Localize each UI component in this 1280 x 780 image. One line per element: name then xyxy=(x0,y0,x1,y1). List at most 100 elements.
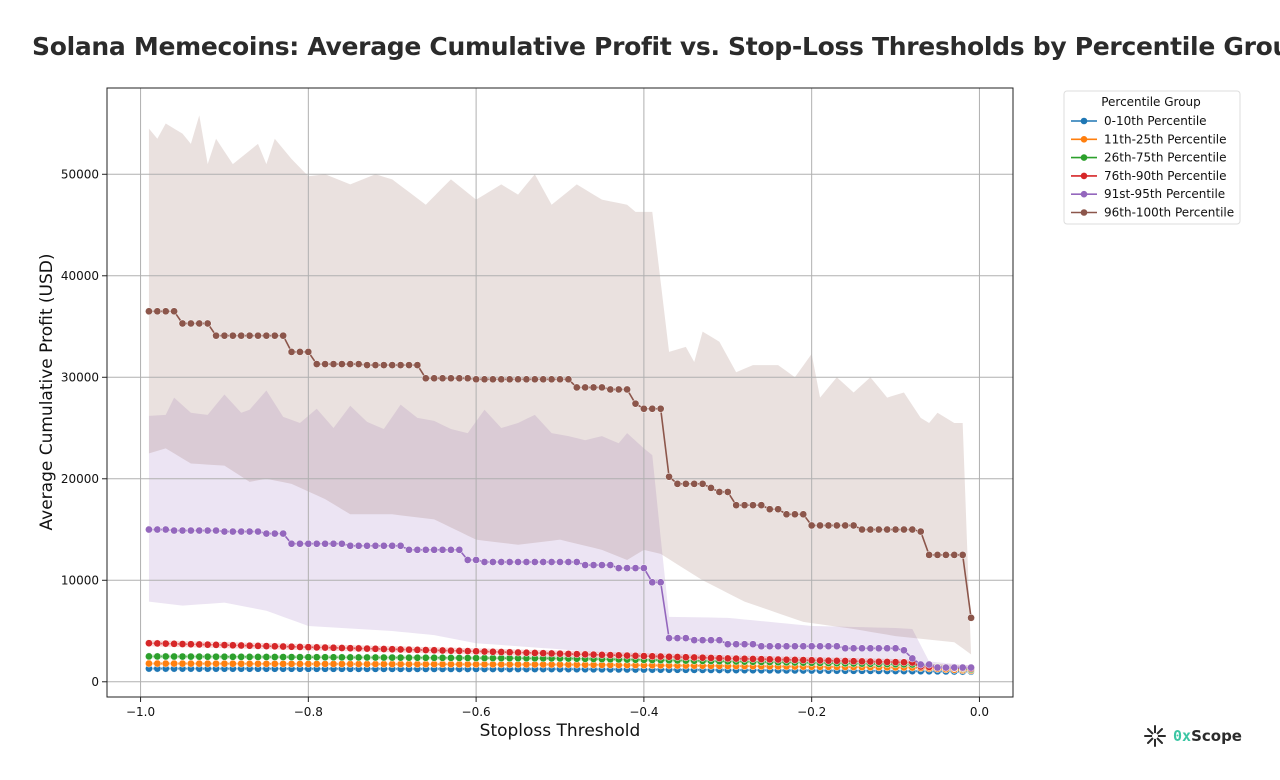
data-point xyxy=(614,385,623,394)
legend-marker-5 xyxy=(1080,209,1088,216)
data-point xyxy=(405,361,413,369)
data-point xyxy=(698,653,707,662)
legend-label-0: 0-10th Percentile xyxy=(1104,114,1207,128)
data-point xyxy=(715,636,724,645)
data-point xyxy=(891,525,900,534)
data-point xyxy=(371,361,380,369)
data-point xyxy=(430,545,439,554)
data-point xyxy=(296,653,304,661)
data-point xyxy=(178,659,187,668)
data-point xyxy=(455,545,464,554)
data-point xyxy=(321,653,329,662)
legend-marker-4 xyxy=(1080,190,1088,198)
data-point xyxy=(505,375,514,384)
data-point xyxy=(220,652,229,661)
data-point xyxy=(816,656,824,665)
data-point xyxy=(237,331,246,340)
data-point xyxy=(405,660,413,668)
data-point xyxy=(228,641,237,650)
data-point xyxy=(799,642,808,651)
data-point xyxy=(405,545,413,554)
data-point xyxy=(497,648,506,656)
data-point xyxy=(740,640,749,649)
data-point xyxy=(447,646,455,655)
data-point xyxy=(774,642,782,651)
data-point xyxy=(916,660,925,669)
data-point xyxy=(900,658,908,667)
data-point xyxy=(279,642,288,651)
data-point xyxy=(312,653,321,662)
data-point xyxy=(673,653,682,661)
data-point xyxy=(866,657,875,666)
x-axis: −1.0 −0.8 −0.6 −0.4 −0.2 0.0 xyxy=(126,697,989,719)
data-point xyxy=(338,644,346,652)
x-tick-label: −0.6 xyxy=(462,705,491,719)
data-point xyxy=(606,561,615,569)
data-point xyxy=(723,640,732,649)
data-point xyxy=(824,642,833,651)
data-point xyxy=(732,640,741,649)
data-point xyxy=(363,541,371,550)
legend-label-2: 26th-75th Percentile xyxy=(1104,151,1227,165)
data-point xyxy=(799,656,808,664)
data-point xyxy=(170,526,178,535)
data-point xyxy=(849,644,858,653)
data-point xyxy=(363,361,371,369)
data-point xyxy=(749,655,757,663)
data-point xyxy=(388,645,397,654)
data-point xyxy=(673,634,682,642)
legend: Percentile Group 0-10th Percentile 11th-2… xyxy=(1063,90,1241,225)
x-tick-label: −0.4 xyxy=(629,705,658,719)
data-point xyxy=(371,653,380,662)
data-point xyxy=(614,651,623,660)
data-point xyxy=(379,645,388,653)
data-point xyxy=(438,646,447,655)
data-point xyxy=(950,663,959,672)
data-point xyxy=(421,646,430,654)
sparkle-logo-icon xyxy=(1144,725,1166,747)
data-point xyxy=(849,657,858,666)
data-point xyxy=(589,383,598,392)
chart-title: Solana Memecoins: Average Cumulative Pro… xyxy=(32,32,1280,61)
data-point xyxy=(279,653,288,661)
data-point xyxy=(329,360,338,368)
data-point xyxy=(413,646,422,654)
data-point xyxy=(187,652,195,661)
data-point xyxy=(581,650,590,659)
data-point xyxy=(656,404,665,413)
data-point xyxy=(304,660,313,668)
data-point xyxy=(522,375,531,384)
data-point xyxy=(354,541,363,550)
data-point xyxy=(640,564,648,572)
data-point xyxy=(472,375,480,384)
data-point xyxy=(153,525,162,534)
data-point xyxy=(522,648,531,657)
data-point xyxy=(287,642,296,651)
data-point xyxy=(178,319,187,328)
logo-name: Scope xyxy=(1191,727,1242,745)
data-point xyxy=(396,660,405,668)
data-point xyxy=(396,361,405,369)
data-point xyxy=(262,653,271,661)
data-point xyxy=(522,558,531,566)
data-point xyxy=(463,556,472,564)
data-point xyxy=(329,643,338,652)
data-point xyxy=(715,488,724,496)
data-point xyxy=(187,319,195,328)
data-point xyxy=(228,331,237,340)
legend-label-4: 91st-95th Percentile xyxy=(1104,187,1225,201)
data-point xyxy=(421,653,430,662)
data-point xyxy=(900,646,908,655)
data-point xyxy=(430,660,439,669)
data-point xyxy=(312,539,321,548)
data-point xyxy=(631,564,640,572)
data-point xyxy=(858,657,866,666)
data-point xyxy=(648,578,657,587)
data-point xyxy=(480,375,489,384)
data-point xyxy=(296,348,304,356)
data-point xyxy=(723,654,732,663)
x-tick-label: −0.2 xyxy=(797,705,826,719)
data-point xyxy=(279,529,288,538)
data-point xyxy=(707,484,715,492)
data-point xyxy=(262,659,271,668)
